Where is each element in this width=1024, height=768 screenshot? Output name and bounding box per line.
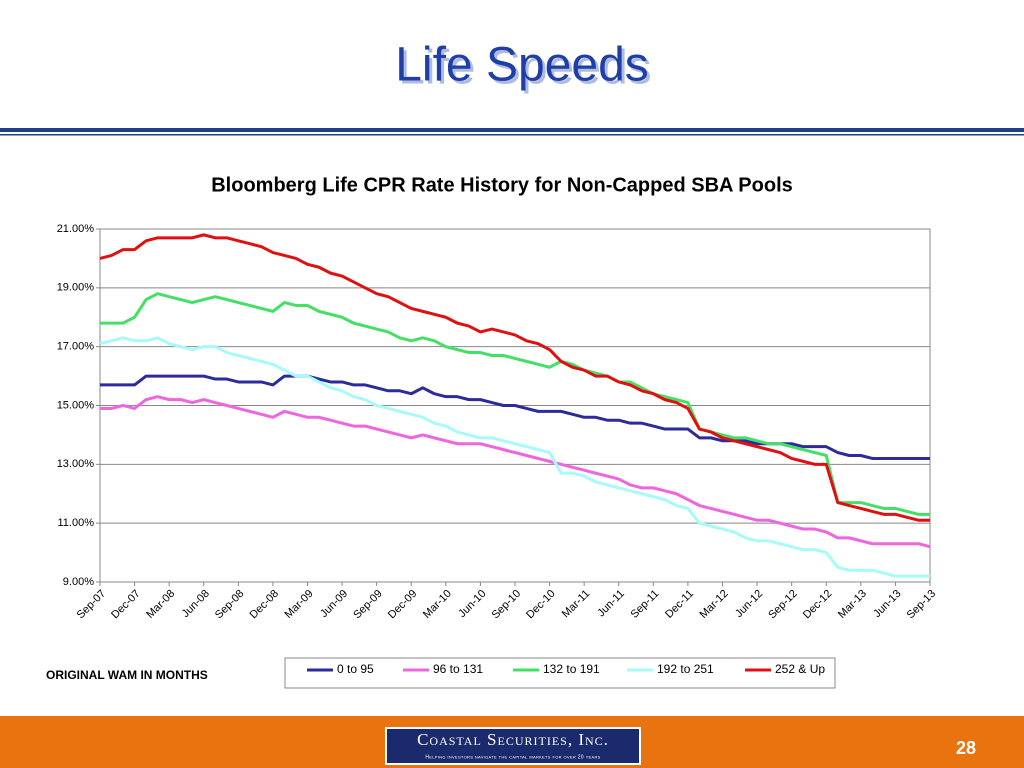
x-tick-label: Sep-11: [629, 588, 662, 621]
x-tick-label: Sep-09: [351, 588, 385, 622]
logo-text: Coastal Securities, Inc.: [417, 730, 609, 749]
legend-label: 132 to 191: [543, 662, 600, 676]
y-tick-label: 21.00%: [57, 223, 95, 235]
x-tick-label: Dec-07: [109, 588, 143, 622]
legend-box: [284, 657, 836, 689]
x-tick-label: Dec-10: [524, 588, 558, 622]
x-tick-label: Sep-08: [213, 588, 247, 622]
x-tick-label: Mar-12: [698, 588, 731, 621]
wam-note: ORIGINAL WAM IN MONTHS: [46, 668, 208, 682]
legend-label: 252 & Up: [775, 662, 825, 676]
x-tick-label: Mar-10: [421, 588, 454, 621]
legend-label: 0 to 95: [337, 662, 374, 676]
y-tick-label: 19.00%: [57, 282, 95, 294]
x-tick-label: Mar-09: [283, 588, 316, 621]
series-line: [99, 233, 930, 522]
x-tick-label: Dec-12: [801, 588, 835, 622]
x-tick-label: Jun-13: [871, 588, 903, 620]
x-tick-label: Dec-11: [663, 588, 696, 621]
x-tick-label: Mar-08: [144, 588, 177, 621]
x-tick-label: Sep-13: [905, 588, 939, 622]
logo-tagline: Helping investors navigate the capital m…: [425, 754, 600, 760]
chart-title: Bloomberg Life CPR Rate History for Non-…: [211, 174, 793, 196]
x-tick-label: Sep-07: [75, 588, 109, 622]
y-tick-label: 11.00%: [58, 517, 95, 529]
x-tick-label: Sep-10: [490, 588, 524, 622]
legend-label: 192 to 251: [657, 662, 714, 676]
x-tick-label: Sep-12: [766, 588, 800, 622]
header-rule: [0, 128, 1024, 132]
x-tick-label: Jun-08: [180, 588, 212, 620]
slide-title-shadow: Life Speeds: [398, 42, 652, 95]
x-tick-label: Jun-11: [595, 588, 627, 620]
header-rule-thin: [0, 134, 1024, 136]
x-tick-label: Mar-11: [560, 588, 593, 621]
y-tick-label: 9.00%: [63, 576, 94, 588]
x-tick-label: Jun-10: [456, 588, 488, 620]
y-tick-label: 17.00%: [57, 341, 95, 353]
page-number: 28: [956, 738, 976, 758]
y-tick-label: 15.00%: [57, 399, 95, 411]
slide-title: Life Speeds: [395, 39, 649, 92]
x-tick-label: Mar-13: [836, 588, 869, 621]
x-tick-label: Dec-08: [248, 588, 282, 622]
logo-box: [385, 727, 641, 765]
x-tick-label: Jun-09: [318, 588, 350, 620]
series-line: [99, 336, 930, 578]
series-line: [100, 292, 930, 516]
y-tick-label: 13.00%: [57, 458, 95, 470]
x-tick-label: Dec-09: [386, 588, 420, 622]
series-line: [100, 395, 931, 549]
series-line: [100, 374, 930, 460]
x-tick-label: Jun-12: [733, 588, 765, 620]
legend-label: 96 to 131: [433, 662, 483, 676]
